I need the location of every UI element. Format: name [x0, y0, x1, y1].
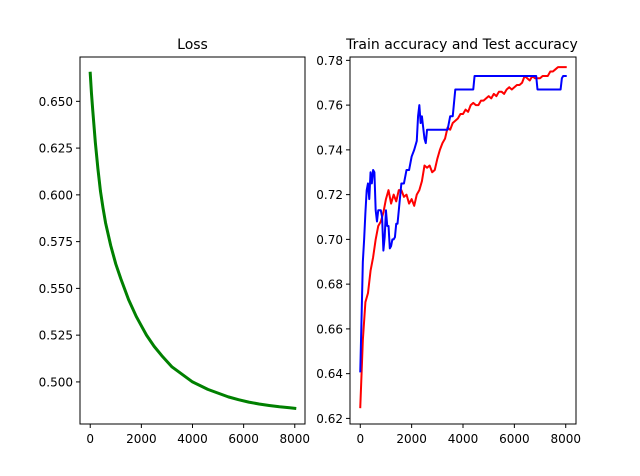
accuracy-axis-ticks: 0 2000 4000 6000 8000 0.62 0.64 0.66 0.68 0.70 0.7… — [316, 54, 581, 446]
loss-x-tick-label: 4000 — [177, 432, 208, 446]
loss-series-layer — [88, 71, 297, 410]
loss-x-tick-label: 0 — [86, 432, 94, 446]
accuracy-chart-title: Train accuracy and Test accuracy — [345, 37, 578, 53]
loss-chart-title: Loss — [177, 37, 208, 53]
loss-y-tick-label: 0.575 — [39, 235, 73, 249]
accuracy-y-tick-label: 0.70 — [316, 233, 343, 247]
loss-y-tick-label: 0.650 — [39, 95, 73, 109]
accuracy-x-tick-label: 2000 — [396, 432, 427, 446]
loss-x-tick-label: 8000 — [279, 432, 310, 446]
loss-y-tick-label: 0.625 — [39, 142, 73, 156]
accuracy-y-tick-label: 0.68 — [316, 278, 343, 292]
loss-y-tick-label: 0.600 — [39, 188, 73, 202]
loss-x-tick-label: 6000 — [228, 432, 259, 446]
accuracy-x-tick-label: 4000 — [448, 432, 479, 446]
accuracy-x-tick-label: 6000 — [499, 432, 530, 446]
accuracy-plot-frame — [349, 56, 577, 425]
accuracy-series-layer — [359, 66, 567, 409]
accuracy-y-tick-label: 0.62 — [316, 412, 343, 426]
loss-line — [88, 71, 297, 410]
loss-plot-frame — [79, 56, 306, 425]
loss-x-tick-label: 2000 — [126, 432, 157, 446]
accuracy-y-tick-label: 0.72 — [316, 188, 343, 202]
accuracy-y-tick-label: 0.74 — [316, 143, 343, 157]
accuracy-y-tick-label: 0.66 — [316, 322, 343, 336]
accuracy-y-tick-label: 0.78 — [316, 54, 343, 68]
loss-axis-ticks: 0 2000 4000 6000 8000 0.500 0.525 0.550 0.575 0.6… — [39, 95, 310, 446]
loss-y-tick-label: 0.525 — [39, 329, 73, 343]
train-accuracy-line — [359, 66, 567, 409]
loss-y-tick-label: 0.500 — [39, 375, 73, 389]
accuracy-x-tick-label: 8000 — [550, 432, 581, 446]
loss-chart: Loss 0 2000 4000 6000 8000 0.500 0.525 0.550 0.5… — [39, 37, 310, 446]
loss-y-tick-label: 0.550 — [39, 282, 73, 296]
accuracy-x-tick-label: 0 — [356, 432, 364, 446]
test-accuracy-line — [359, 75, 567, 373]
accuracy-y-tick-label: 0.64 — [316, 367, 343, 381]
accuracy-chart: Train accuracy and Test accuracy 0 2000 40… — [316, 37, 581, 446]
accuracy-y-tick-label: 0.76 — [316, 99, 343, 113]
